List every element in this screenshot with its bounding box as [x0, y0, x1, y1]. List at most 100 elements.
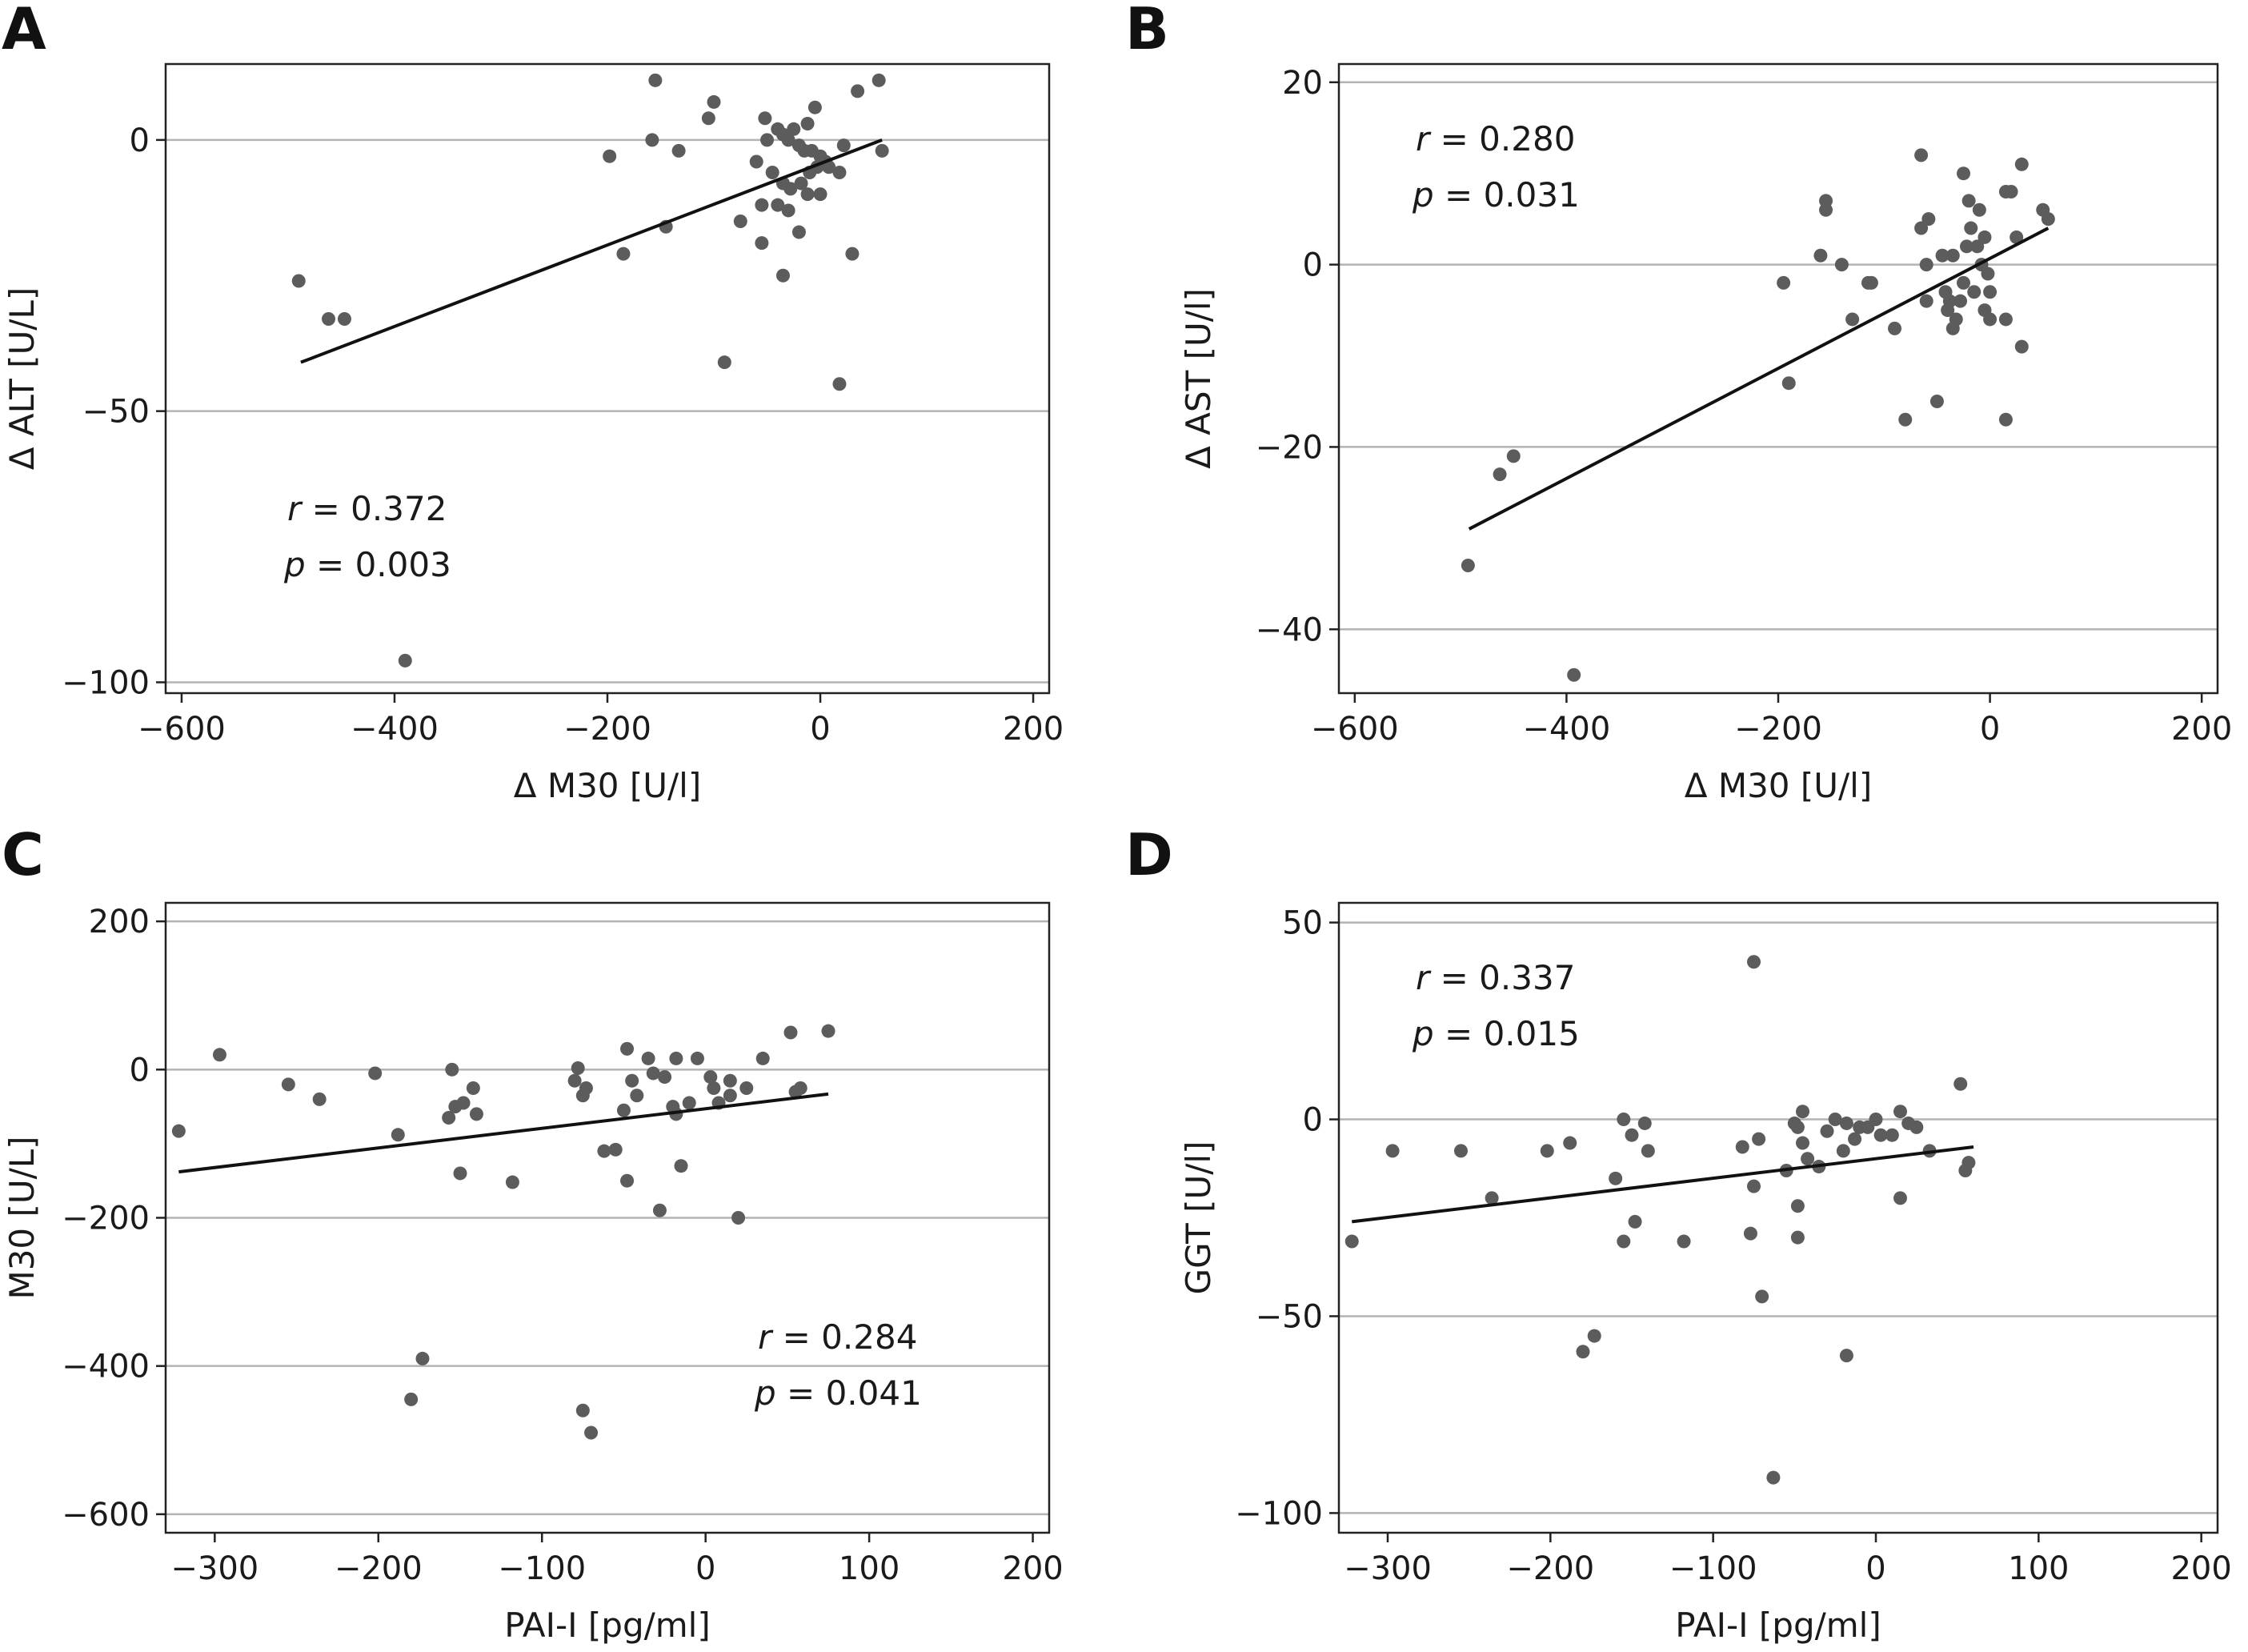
data-point — [723, 1089, 737, 1103]
data-point — [1828, 1113, 1842, 1127]
panel-letter: D — [1125, 821, 1173, 888]
data-point — [641, 1051, 655, 1065]
data-point — [674, 1159, 688, 1173]
data-point — [1885, 1128, 1899, 1142]
x-tick-label: 0 — [695, 1550, 715, 1587]
data-point — [608, 1142, 623, 1157]
gridlines — [1339, 81, 2218, 631]
data-point — [1957, 275, 1971, 290]
y-tick-label: 0 — [130, 122, 150, 159]
data-point — [1777, 275, 1791, 290]
data-point — [1935, 248, 1949, 263]
stat-r-label: r = 0.284 — [758, 1317, 917, 1357]
data-point — [760, 133, 775, 147]
data-point — [337, 311, 351, 326]
data-point — [875, 143, 889, 158]
panel-c: C −300 −200 −100 0 100 200 −600 −400 −200 0 200 PAI… — [0, 826, 1124, 1652]
regression-line — [178, 1092, 829, 1174]
x-axis: −600 −400 −200 0 200 — [1311, 693, 2232, 748]
data-point — [1919, 294, 1933, 308]
data-point — [1781, 376, 1796, 391]
data-point — [1790, 1199, 1805, 1213]
data-point — [1617, 1113, 1631, 1127]
data-point — [1587, 1329, 1601, 1343]
x-tick-label: 200 — [1002, 1550, 1063, 1587]
data-point — [755, 198, 769, 212]
data-point — [1981, 267, 1995, 281]
data-point — [1819, 202, 1833, 217]
data-point — [1914, 221, 1929, 235]
data-point — [1385, 1144, 1400, 1158]
data-point — [1747, 1179, 1761, 1193]
data-point — [669, 1051, 683, 1065]
y-tick-label: −100 — [62, 664, 150, 701]
x-axis: −300 −200 −100 0 100 200 — [1344, 1533, 2232, 1587]
x-tick-label: 0 — [1980, 711, 2000, 748]
data-point — [671, 143, 686, 158]
data-point — [1834, 258, 1849, 272]
data-point — [616, 1103, 631, 1117]
data-points — [291, 73, 889, 668]
x-tick-label: −200 — [1506, 1550, 1594, 1587]
data-point — [1888, 321, 1902, 335]
data-point — [616, 247, 631, 261]
x-tick-label: −600 — [138, 711, 226, 748]
gridlines — [166, 138, 1049, 684]
data-point — [707, 1081, 721, 1095]
plot-frame — [1337, 901, 2219, 1534]
data-point — [851, 84, 865, 98]
x-axis: −600 −400 −200 0 200 — [138, 693, 1064, 748]
data-point — [800, 117, 815, 131]
x-tick-label: −100 — [1669, 1550, 1757, 1587]
data-point — [1898, 412, 1913, 427]
data-point — [755, 1051, 770, 1065]
data-point — [1919, 258, 1933, 272]
y-tick-label: 0 — [130, 1052, 150, 1089]
data-point — [1921, 212, 1936, 227]
x-tick-label: 200 — [2170, 1550, 2231, 1587]
data-point — [456, 1096, 471, 1110]
y-tick-label: −200 — [62, 1201, 150, 1237]
x-tick-label: −400 — [1522, 711, 1610, 748]
x-tick-label: 200 — [1003, 711, 1064, 748]
data-point — [1864, 275, 1878, 290]
data-point — [1945, 248, 1960, 263]
data-point — [1839, 1349, 1853, 1363]
data-point — [658, 1070, 672, 1085]
regression-line — [300, 138, 883, 364]
data-point — [682, 1096, 696, 1110]
data-point — [1790, 1230, 1805, 1245]
data-point — [1344, 1234, 1359, 1249]
y-axis: −600 −400 −200 0 200 — [62, 904, 166, 1534]
data-point — [1929, 394, 1944, 408]
stat-p-label: p = 0.003 — [283, 545, 451, 584]
data-point — [1628, 1214, 1642, 1229]
y-tick-label: −50 — [1256, 1298, 1323, 1335]
data-point — [1641, 1144, 1655, 1158]
data-point — [453, 1166, 467, 1181]
x-tick-label: −300 — [170, 1550, 258, 1587]
data-point — [1637, 1116, 1652, 1130]
data-point — [723, 1073, 737, 1088]
data-point — [703, 1070, 718, 1085]
data-point — [312, 1092, 327, 1106]
x-tick-label: −200 — [563, 711, 651, 748]
y-axis-title: Δ ALT [U/L] — [2, 287, 42, 471]
x-tick-label: −200 — [335, 1550, 423, 1587]
data-point — [620, 1173, 635, 1188]
data-point — [1873, 1128, 1888, 1142]
data-point — [603, 149, 617, 163]
data-point — [1609, 1171, 1623, 1185]
x-axis-title: Δ M30 [U/l] — [1685, 766, 1872, 805]
data-points — [1461, 148, 2055, 682]
stat-p-label: p = 0.031 — [1412, 175, 1580, 215]
y-axis-title: GGT [U/l] — [1179, 1141, 1218, 1295]
data-point — [1506, 449, 1521, 463]
data-point — [1893, 1191, 1907, 1205]
data-point — [575, 1403, 590, 1417]
data-point — [281, 1077, 295, 1092]
data-point — [398, 653, 412, 668]
data-point — [749, 154, 763, 169]
data-point — [1983, 285, 1998, 299]
data-point — [630, 1089, 644, 1103]
